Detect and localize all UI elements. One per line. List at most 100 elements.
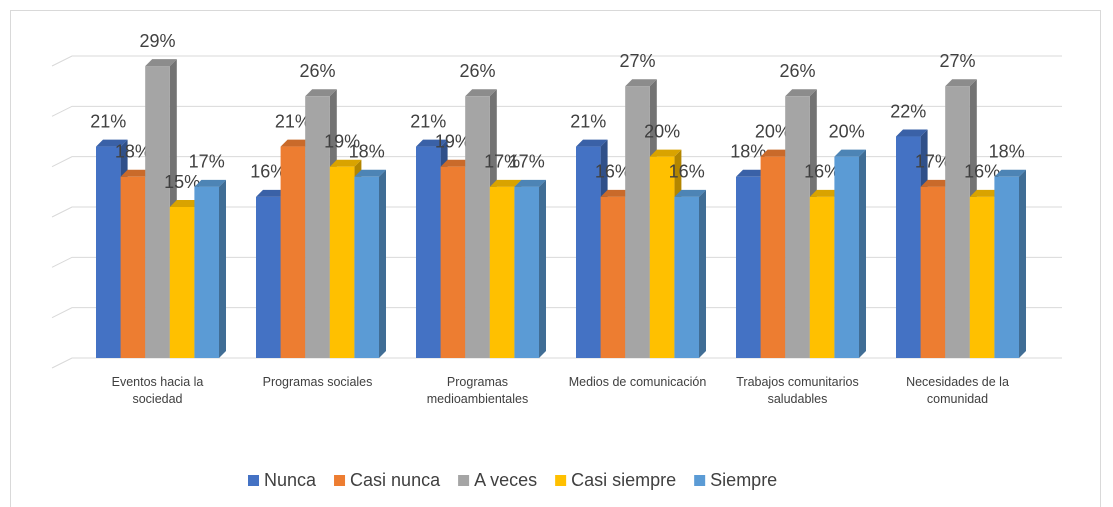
x-tick-label: Trabajos comunitarios saludables [736,375,859,406]
data-label: 15% [164,172,200,192]
bar-top [305,89,337,97]
bar-front [354,176,379,358]
bar-front [514,186,539,358]
bar-side [699,189,706,358]
bar-top [96,139,128,147]
bar-top [514,179,546,187]
bar-front [440,166,466,358]
bar-top [736,169,768,177]
bar-top [896,129,928,137]
bar-front [994,176,1019,358]
bar-side [539,179,546,358]
data-label: 20% [755,121,791,141]
bar-front [896,136,921,358]
legend-label: Nunca [264,470,317,490]
data-label: 16% [964,162,1000,182]
bar [194,179,226,358]
data-label: 18% [349,142,385,162]
bar [674,189,706,358]
data-label: 18% [730,142,766,162]
bar-top [760,149,793,157]
data-label: 20% [829,121,865,141]
bar-front [809,196,835,358]
data-label: 21% [275,111,311,131]
data-label: 29% [139,31,175,51]
x-tick-label: Eventos hacia la sociedad [111,375,204,406]
bar-top [194,179,226,187]
bar-front [760,156,786,358]
x-tick-label: Necesidades de la comunidad [906,375,1009,406]
data-label: 27% [939,51,975,71]
bar-front [329,166,355,358]
bar-top [834,149,866,157]
bar [994,169,1026,358]
bar-top [489,179,522,187]
data-label: 18% [989,142,1025,162]
data-label: 27% [619,51,655,71]
bar-front [145,66,170,359]
legend-label: A veces [474,470,537,490]
chart-border [10,10,1101,507]
data-label: 21% [570,111,606,131]
bar-front [280,146,306,358]
grid-line [51,105,1062,117]
legend-swatch [694,475,706,486]
bar-side [1019,169,1026,358]
bar-front [489,186,515,358]
bar-top [280,139,313,147]
bar-front [649,156,675,358]
legend-label: Siempre [710,470,777,490]
legend-swatch [555,475,567,486]
bar-top [600,189,633,197]
bar-top [994,169,1026,177]
bar-front [169,207,195,358]
bar-front [785,96,810,359]
bar-front [625,86,650,358]
bar-side [379,169,386,358]
legend-swatch [458,475,470,486]
bar-top [145,59,177,67]
x-tick-label: Programas medioambientales [426,375,529,406]
grid-line [51,156,1062,168]
data-label: 17% [484,152,520,172]
bar-top [329,159,362,167]
data-label: 21% [90,111,126,131]
bar-front [256,196,281,358]
bar-top [674,189,706,197]
data-label: 22% [890,101,926,121]
x-tick-label: Programas sociales [262,375,373,389]
data-label: 21% [410,111,446,131]
data-label: 26% [459,61,495,81]
bar-top [920,179,953,187]
bar-front [194,186,219,358]
bar-top [256,189,288,197]
grid-line [51,256,1062,268]
legend-label: Casi nunca [350,470,441,490]
x-tick-label: Medios de comunicación [568,375,707,389]
bar-front [416,146,441,358]
bar-front [96,146,121,358]
bar-front [834,156,859,358]
data-label: 19% [435,131,471,151]
data-label: 20% [644,121,680,141]
bar-front [465,96,490,359]
bar-top [625,79,657,87]
data-label: 26% [299,61,335,81]
bar [354,169,386,358]
bar-side [219,179,226,358]
bar-front [945,86,970,358]
bar-top [416,139,448,147]
bar-front [576,146,601,358]
bar-front [305,96,330,359]
grid-line [51,55,1062,67]
data-label: 16% [669,162,705,182]
bar-front [600,196,626,358]
data-label: 26% [779,61,815,81]
bar-top [440,159,473,167]
bar-front [120,176,146,358]
bar-top [785,89,817,97]
bar-top [120,169,153,177]
legend-swatch [334,475,346,486]
